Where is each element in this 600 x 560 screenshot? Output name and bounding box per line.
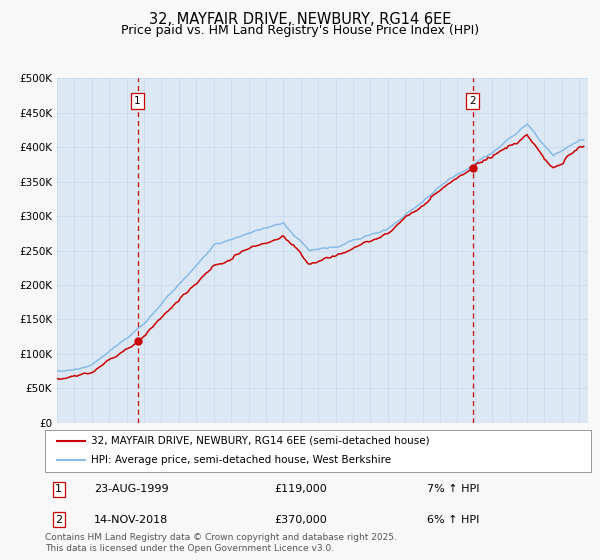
Text: Price paid vs. HM Land Registry's House Price Index (HPI): Price paid vs. HM Land Registry's House … — [121, 24, 479, 36]
Text: £370,000: £370,000 — [274, 515, 327, 525]
Text: 32, MAYFAIR DRIVE, NEWBURY, RG14 6EE (semi-detached house): 32, MAYFAIR DRIVE, NEWBURY, RG14 6EE (se… — [91, 436, 430, 446]
Text: 7% ↑ HPI: 7% ↑ HPI — [427, 484, 480, 494]
Text: £119,000: £119,000 — [274, 484, 327, 494]
Text: 6% ↑ HPI: 6% ↑ HPI — [427, 515, 479, 525]
Text: HPI: Average price, semi-detached house, West Berkshire: HPI: Average price, semi-detached house,… — [91, 455, 392, 465]
Text: 23-AUG-1999: 23-AUG-1999 — [94, 484, 169, 494]
Text: 1: 1 — [134, 96, 141, 106]
Text: 32, MAYFAIR DRIVE, NEWBURY, RG14 6EE: 32, MAYFAIR DRIVE, NEWBURY, RG14 6EE — [149, 12, 451, 27]
Text: 2: 2 — [55, 515, 62, 525]
Text: 1: 1 — [55, 484, 62, 494]
Text: Contains HM Land Registry data © Crown copyright and database right 2025.
This d: Contains HM Land Registry data © Crown c… — [45, 533, 397, 553]
Text: 2: 2 — [469, 96, 476, 106]
Text: 14-NOV-2018: 14-NOV-2018 — [94, 515, 169, 525]
